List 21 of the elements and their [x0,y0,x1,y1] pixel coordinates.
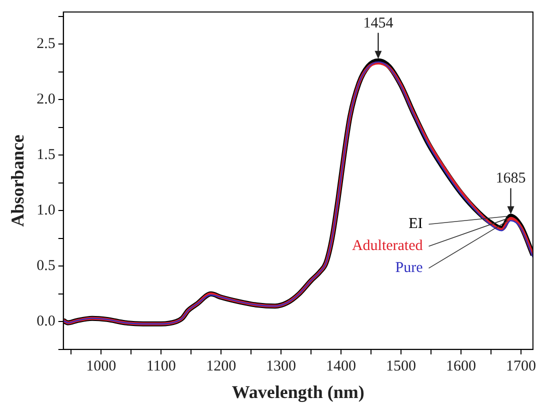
y-tick-label: 1.0 [36,202,56,219]
y-tick-label: 1.5 [36,147,56,164]
y-axis-title: Absorbance [7,134,28,227]
x-axis-title: Wavelength (nm) [232,382,364,402]
x-tick-label: 1200 [206,358,236,374]
x-tick-label: 1100 [146,358,176,374]
x-tick-label: 1400 [326,358,356,374]
y-tick-label: 2.5 [36,36,56,52]
series-label: Adulterated [352,238,424,254]
x-tick-label: 1300 [266,358,296,374]
x-tick-label: 1500 [386,358,416,374]
annotation: 1685 [496,170,526,187]
y-tick-label: 2.0 [36,92,56,108]
x-tick-label: 1700 [506,358,536,374]
annotation: 1454 [363,15,394,32]
x-tick-label: 1000 [86,358,116,374]
y-tick-label: 0.5 [36,258,56,274]
y-tick-label: 0.0 [36,314,56,330]
text: EI [408,216,423,232]
x-tick-label: 1600 [446,358,476,374]
text: Pure [395,260,424,276]
